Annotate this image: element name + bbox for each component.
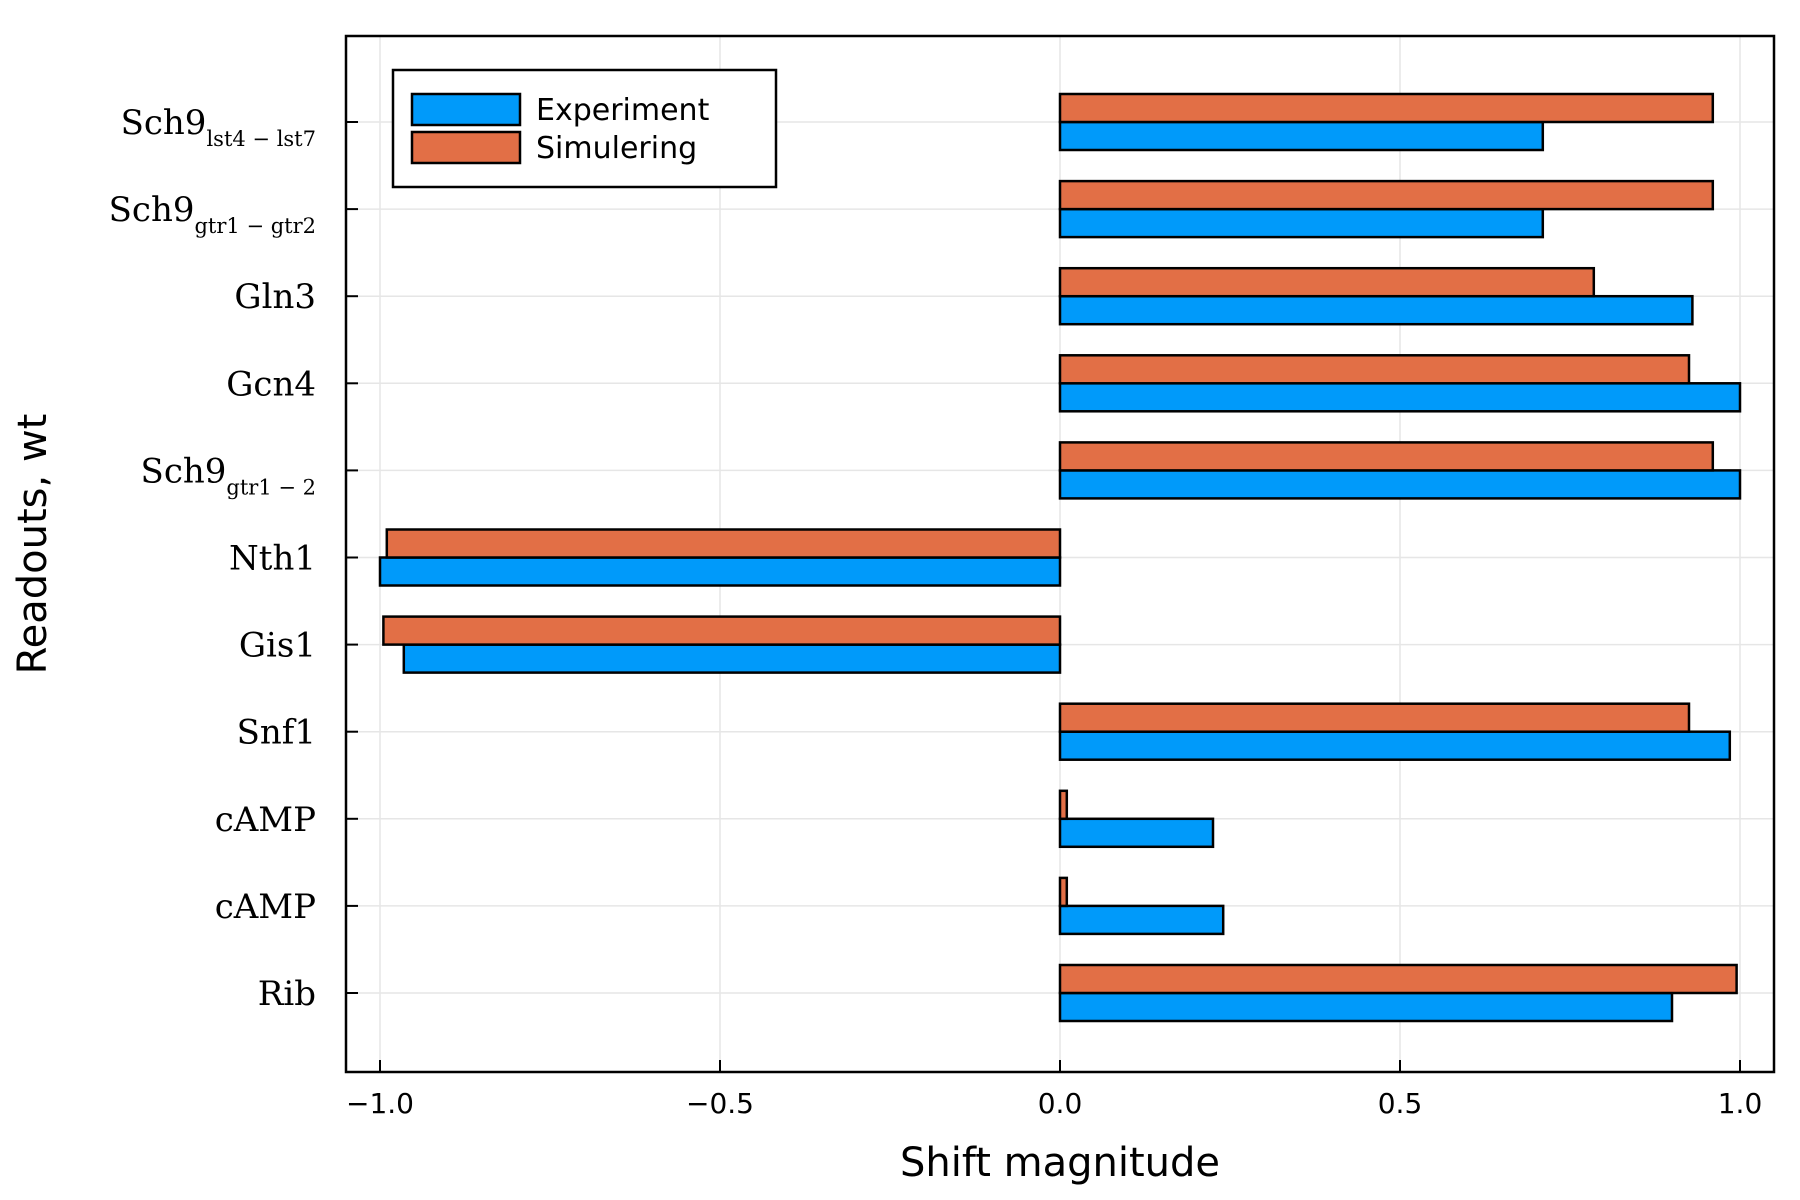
y-tick-label: Sch9gtr1 − 2 [141,451,316,499]
legend-swatch [410,130,522,165]
bar-experiment [1058,469,1742,500]
y-axis-title: Readouts, wt [10,414,56,675]
y-tick-label: Rib [258,974,316,1014]
bar-experiment [1058,991,1674,1023]
x-tick-label: −1.0 [346,1087,414,1120]
y-tick-label: Sch9lst4 − lst7 [121,103,316,151]
legend-box [391,68,778,189]
axis-ticks [346,121,1741,1072]
bar-simulering [1058,702,1691,733]
y-tick-label: Nth1 [229,539,316,579]
bar-simulering [382,615,1062,646]
bar-experiment [378,556,1062,587]
bar-simulering [1058,266,1596,298]
y-tick-label: Snf1 [237,713,316,753]
bars [378,92,1742,1023]
bar-experiment [1058,207,1545,239]
y-tick-label: Gln3 [234,277,316,317]
x-tick-label: 0.5 [1378,1087,1423,1120]
legend-label: Experiment [536,93,710,128]
legend-swatch [410,92,522,127]
bar-experiment [1058,382,1742,413]
bar-experiment [1058,730,1732,761]
bar-experiment [1058,294,1694,326]
bar-simulering [1058,179,1715,211]
bar-simulering [1058,441,1715,472]
x-axis-title: Shift magnitude [900,1140,1220,1186]
y-tick-label: cAMP [215,800,316,840]
y-tick-label: Gcn4 [226,364,316,404]
y-tick-label: Sch9gtr1 − gtr2 [109,190,316,238]
bar-simulering [1058,354,1691,385]
y-tick-label: cAMP [215,887,316,927]
x-tick-label: −0.5 [686,1087,754,1120]
y-tick-label: Gis1 [239,626,316,666]
bar-experiment [1058,904,1225,936]
bar-experiment [1058,120,1545,152]
bar-simulering [1058,963,1738,995]
legend-label: Simulering [536,131,697,166]
x-tick-label: 0.0 [1038,1087,1083,1120]
tick-labels: −1.0 −0.5 0.0 0.5 1.0 Sch9lst4 − lst7 Sch9gtr1… [109,103,1763,1120]
bar-simulering [385,528,1062,559]
bar-simulering [1058,876,1069,908]
x-tick-label: 1.0 [1718,1087,1763,1120]
bar-experiment [1058,817,1215,849]
bar-experiment [402,643,1062,674]
bar-simulering [1058,789,1069,821]
bar-simulering [1058,92,1715,124]
